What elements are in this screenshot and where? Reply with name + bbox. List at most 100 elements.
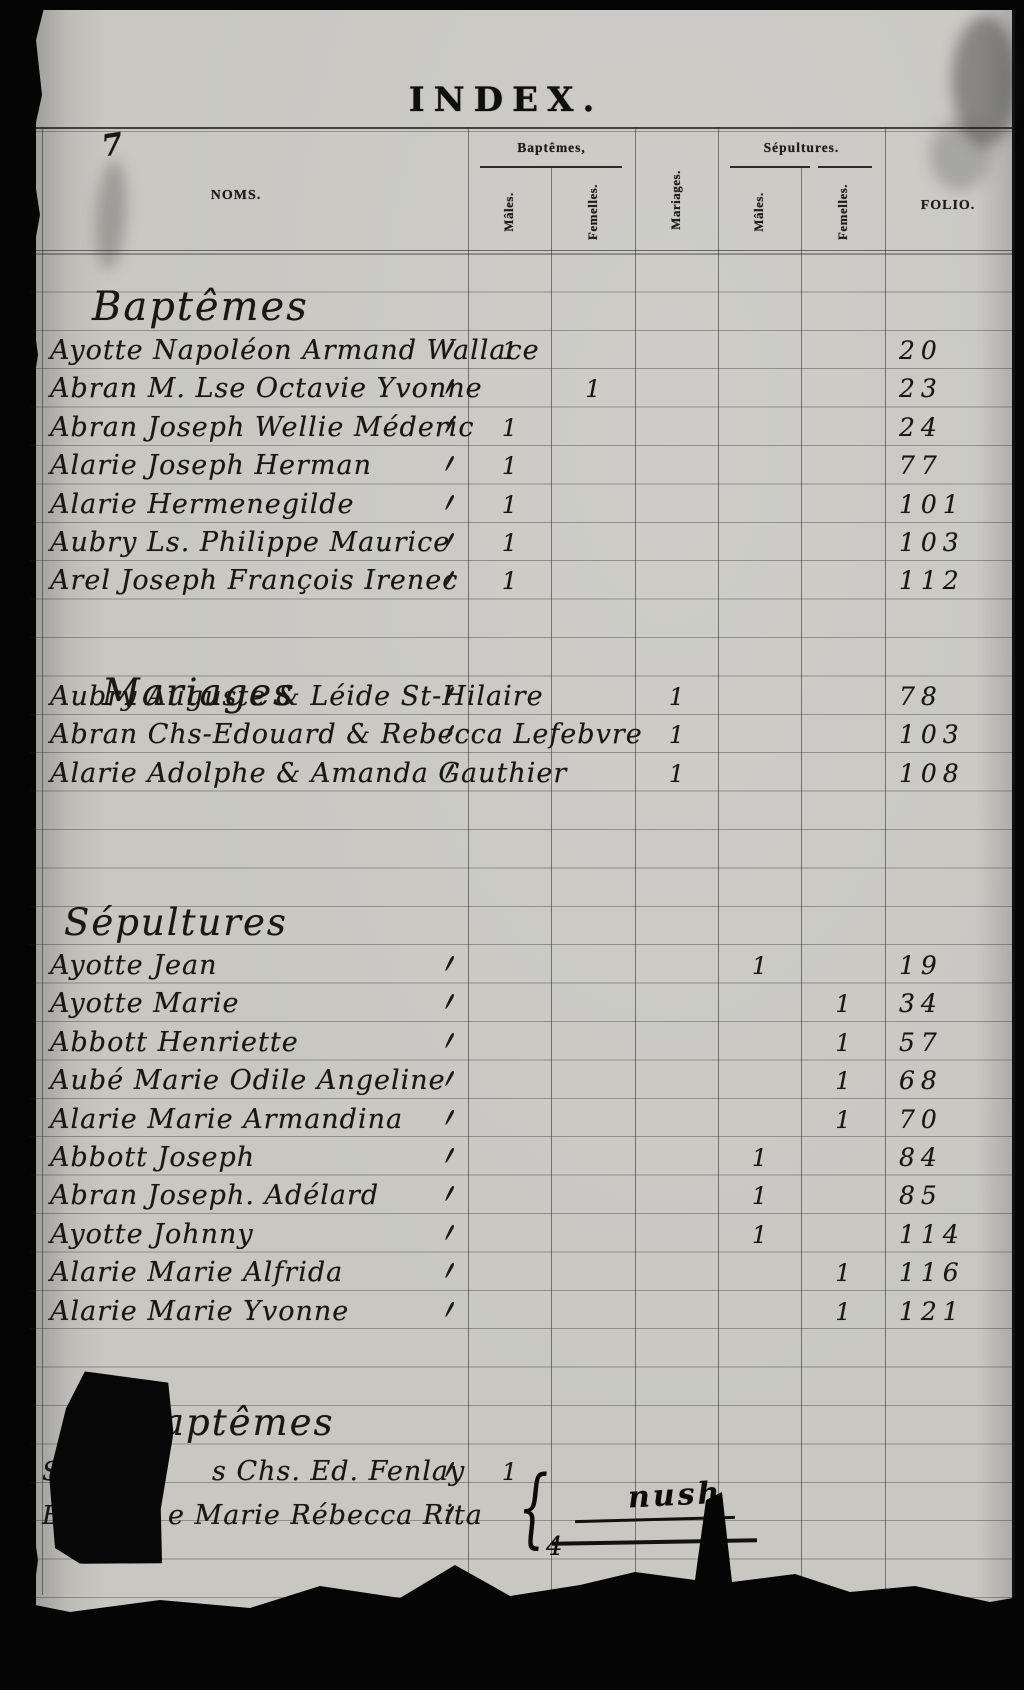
- paper-sheet: [36, 10, 1012, 1690]
- entry-name: Alarie Marie Yvonne: [50, 1295, 350, 1327]
- folio-value: 57: [899, 1027, 943, 1057]
- col-label-mariages: Mariages.: [668, 170, 683, 230]
- sepultures-femelles-value: [801, 523, 885, 560]
- col-line: [551, 168, 552, 1595]
- baptemes-males-value: [468, 1100, 551, 1137]
- sepultures-femelles-value: [801, 1452, 885, 1489]
- sepultures-males-value: [718, 1292, 801, 1329]
- folio-value: [885, 1452, 1024, 1489]
- baptemes-males-value: [468, 1138, 551, 1175]
- sepultures-femelles-value: [801, 561, 885, 598]
- col-label-baptemes-males: Mâles.: [501, 192, 516, 232]
- sepultures-males-value: [718, 1100, 801, 1137]
- entry-name: Abran Joseph Wellie Méderic: [50, 411, 475, 443]
- entry-row: Aubé Marie Odile Angeline 1 68: [0, 1061, 1024, 1098]
- entry-row: Abran M. Lse Octavie Yvonne 1 23: [0, 369, 1024, 406]
- folio-value: 114: [899, 1219, 965, 1249]
- baptemes-femelles-value: [551, 561, 635, 598]
- sepultures-males-value: [718, 1496, 801, 1533]
- column-header-noms: NOMS.: [210, 188, 262, 203]
- pen-scribble: nush: [627, 1475, 724, 1516]
- baptemes-males-value: [468, 677, 551, 714]
- mariages-value: [635, 369, 718, 406]
- section-heading: Baptêmes: [92, 284, 309, 330]
- entry-row: S s Chs. Ed. Fenlay 1: [0, 1452, 1024, 1489]
- sepultures-underline: [730, 166, 810, 168]
- baptemes-femelles-value: [551, 1061, 635, 1098]
- sepultures-males-value: 1: [751, 1182, 768, 1211]
- sepultures-femelles-value: 1: [835, 1105, 851, 1134]
- sepultures-femelles-value: [801, 331, 885, 368]
- folio-value: 112: [899, 566, 965, 596]
- col-line: [718, 127, 719, 1595]
- folio-value: 85: [899, 1181, 943, 1211]
- mariages-value: [635, 984, 718, 1021]
- col-label-sepultures-males: Mâles.: [751, 192, 766, 232]
- entry-name: Abran Chs-Edouard & Rebecca Lefebvre: [50, 719, 643, 751]
- folio-value: [885, 1496, 1024, 1533]
- sepultures-males-value: [718, 485, 801, 522]
- entry-name: Abran Joseph. Adélard: [50, 1180, 380, 1212]
- sepultures-femelles-value: 1: [835, 1297, 851, 1326]
- baptemes-males-value: [468, 715, 551, 752]
- mariages-value: [635, 1253, 718, 1290]
- entry-name: s Chs. Ed. Fenlay: [212, 1456, 466, 1487]
- mariages-value: [635, 446, 718, 483]
- folio-value: 84: [899, 1143, 943, 1172]
- mariages-value: [635, 1292, 718, 1329]
- baptemes-femelles-value: [551, 485, 635, 522]
- pen-digit-mark: 4: [546, 1532, 563, 1562]
- entry-row: Ayotte Johnny 1 114: [0, 1215, 1024, 1252]
- entry-row: Ayotte Napoléon Armand Wallace 1 20: [0, 331, 1024, 368]
- sepultures-males-value: [718, 1253, 801, 1290]
- baptemes-femelles-value: [551, 1253, 635, 1290]
- table-top-rule-2: [36, 131, 1012, 132]
- stain-smudge: [952, 16, 1018, 146]
- sepultures-males-value: [718, 754, 801, 791]
- entry-row: Alarie Marie Yvonne 1 121: [0, 1292, 1024, 1329]
- baptemes-femelles-value: [551, 1100, 635, 1137]
- pen-brace-mark: {: [518, 1458, 549, 1558]
- header-bottom-rule: [36, 250, 1012, 251]
- folio-value: 121: [899, 1296, 965, 1326]
- sepultures-femelles-value: [801, 1138, 885, 1175]
- sepultures-femelles-value: [801, 1496, 885, 1533]
- baptemes-males-value: [468, 984, 551, 1021]
- col-line: [635, 127, 636, 1595]
- sepultures-males-value: 1: [751, 1220, 768, 1249]
- baptemes-males-value: 1: [501, 567, 518, 596]
- baptemes-femelles-value: [551, 1292, 635, 1329]
- sepultures-femelles-value: [801, 485, 885, 522]
- folio-value: 78: [899, 682, 943, 711]
- sepultures-underline-2: [818, 166, 872, 168]
- sepultures-femelles-value: 1: [835, 1028, 851, 1057]
- baptemes-males-value: 1: [501, 452, 518, 481]
- col-label-sepultures-femelles: Femelles.: [835, 183, 850, 241]
- baptemes-males-value: 1: [501, 337, 518, 365]
- sepultures-males-value: [718, 523, 801, 560]
- mariages-value: 1: [668, 683, 685, 711]
- mariages-value: [635, 1138, 718, 1175]
- baptemes-femelles-value: [551, 523, 635, 560]
- sepultures-femelles-value: 1: [835, 1067, 851, 1096]
- sepultures-femelles-value: [801, 1176, 885, 1213]
- baptemes-males-value: [468, 1176, 551, 1213]
- col-line: [801, 168, 802, 1595]
- sepultures-males-value: [718, 1452, 801, 1489]
- col-line: [885, 127, 886, 1595]
- sepultures-femelles-value: [801, 369, 885, 406]
- baptemes-males-value: [468, 1292, 551, 1329]
- entry-row: Aubry Auguste & Léide St-Hilaire 1 78: [0, 677, 1024, 714]
- baptemes-males-value: [468, 1023, 551, 1060]
- folio-value: 68: [899, 1066, 943, 1096]
- entry-row: Abran Joseph. Adélard 1 85: [0, 1176, 1024, 1213]
- entry-row: Abran Joseph Wellie Méderic 1 24: [0, 408, 1024, 445]
- baptemes-femelles-value: [551, 1452, 635, 1489]
- sepultures-males-value: [718, 715, 801, 752]
- entry-row: Abran Chs-Edouard & Rebecca Lefebvre 1 1…: [0, 715, 1024, 752]
- sepultures-femelles-value: [801, 446, 885, 483]
- baptemes-males-value: 1: [501, 529, 518, 557]
- baptemes-femelles-value: [551, 677, 635, 714]
- baptemes-femelles-value: [551, 1496, 635, 1533]
- entry-row: Arel Joseph François Irenec 1 112: [0, 561, 1024, 598]
